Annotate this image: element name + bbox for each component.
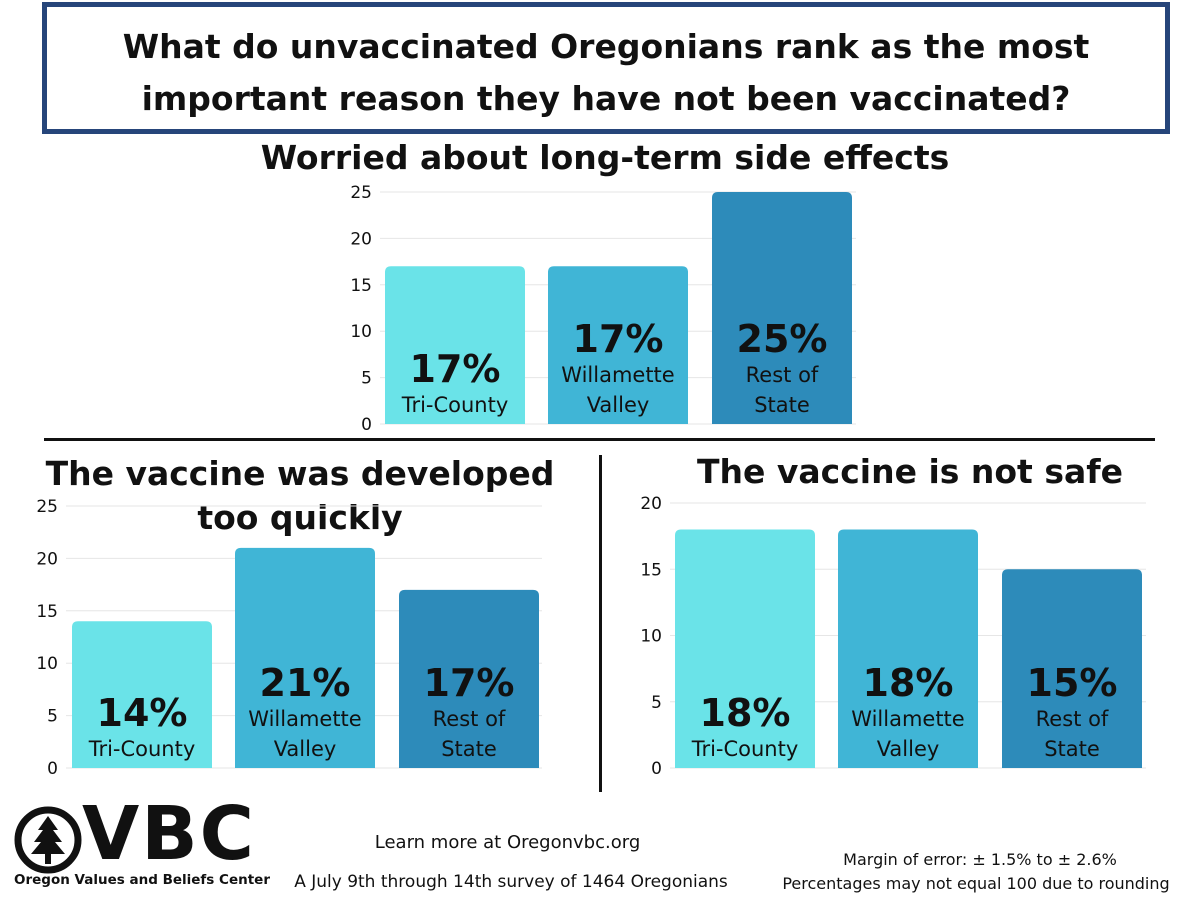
chart-2-title-line-2: too quickly xyxy=(197,498,403,537)
y-tick-label: 20 xyxy=(640,494,662,514)
category-label: Willamette xyxy=(561,363,674,387)
bar xyxy=(1002,569,1142,768)
category-label: Willamette xyxy=(851,707,964,731)
y-tick-label: 25 xyxy=(36,497,58,517)
survey-note: A July 9th through 14th survey of 1464 O… xyxy=(294,872,728,892)
horizontal-divider xyxy=(44,438,1155,441)
value-label: 18% xyxy=(863,661,954,705)
y-tick-label: 20 xyxy=(36,549,58,569)
chart-3-title: The vaccine is not safe xyxy=(697,452,1123,491)
margin-of-error-note: Margin of error: ± 1.5% to ± 2.6% xyxy=(843,850,1117,869)
vertical-divider xyxy=(599,455,602,792)
rounding-note: Percentages may not equal 100 due to rou… xyxy=(782,874,1170,893)
y-tick-label: 0 xyxy=(651,759,662,779)
category-label: Tri-County xyxy=(691,737,799,761)
learn-more-text: Learn more at Oregonvbc.org xyxy=(374,832,641,853)
category-label: Valley xyxy=(587,393,650,417)
category-label: Valley xyxy=(274,737,337,761)
category-label: Willamette xyxy=(248,707,361,731)
page-title-line-1: What do unvaccinated Oregonians rank as … xyxy=(122,27,1090,66)
y-tick-label: 10 xyxy=(640,627,662,647)
y-tick-label: 15 xyxy=(36,602,58,622)
bar xyxy=(548,266,688,424)
category-label: Rest of xyxy=(746,363,819,387)
bar xyxy=(712,192,852,424)
value-label: 15% xyxy=(1027,661,1118,705)
y-tick-label: 0 xyxy=(361,415,372,435)
y-tick-label: 10 xyxy=(36,654,58,674)
vbc-logo: VBC Oregon Values and Beliefs Center xyxy=(14,794,274,895)
category-label: Valley xyxy=(877,737,940,761)
page-title-line-2: important reason they have not been vacc… xyxy=(141,79,1071,118)
bar xyxy=(72,621,212,768)
category-label: State xyxy=(754,393,810,417)
y-tick-label: 20 xyxy=(350,229,372,249)
y-tick-label: 5 xyxy=(651,693,662,713)
bar xyxy=(235,547,375,768)
category-label: Tri-County xyxy=(401,393,509,417)
y-tick-label: 15 xyxy=(350,276,372,296)
y-tick-label: 5 xyxy=(47,707,58,727)
chart-2-title: The vaccine was developed too quickly xyxy=(20,452,580,540)
category-label: State xyxy=(441,737,497,761)
y-tick-label: 25 xyxy=(350,183,372,203)
logo-letters: VBC xyxy=(82,791,256,877)
y-tick-label: 15 xyxy=(640,560,662,580)
category-label: Tri-County xyxy=(88,737,196,761)
y-tick-label: 0 xyxy=(47,759,58,779)
value-label: 17% xyxy=(410,347,501,391)
value-label: 17% xyxy=(573,317,664,361)
tree-emblem-icon xyxy=(14,806,82,874)
title-box: What do unvaccinated Oregonians rank as … xyxy=(42,2,1170,134)
value-label: 18% xyxy=(700,691,791,735)
page-title: What do unvaccinated Oregonians rank as … xyxy=(47,21,1165,125)
value-label: 14% xyxy=(97,691,188,735)
value-label: 17% xyxy=(424,661,515,705)
bar xyxy=(675,529,815,768)
category-label: Rest of xyxy=(433,707,506,731)
bar xyxy=(399,589,539,768)
value-label: 21% xyxy=(260,661,351,705)
value-label: 25% xyxy=(737,317,828,361)
bar xyxy=(385,266,525,424)
category-label: State xyxy=(1044,737,1100,761)
category-label: Rest of xyxy=(1036,707,1109,731)
chart-1-title: Worried about long-term side effects xyxy=(260,138,950,177)
chart-2-title-line-1: The vaccine was developed xyxy=(45,454,555,493)
bar xyxy=(838,529,978,768)
y-tick-label: 10 xyxy=(350,322,372,342)
y-tick-label: 5 xyxy=(361,369,372,389)
logo-subtitle: Oregon Values and Beliefs Center xyxy=(14,872,270,888)
